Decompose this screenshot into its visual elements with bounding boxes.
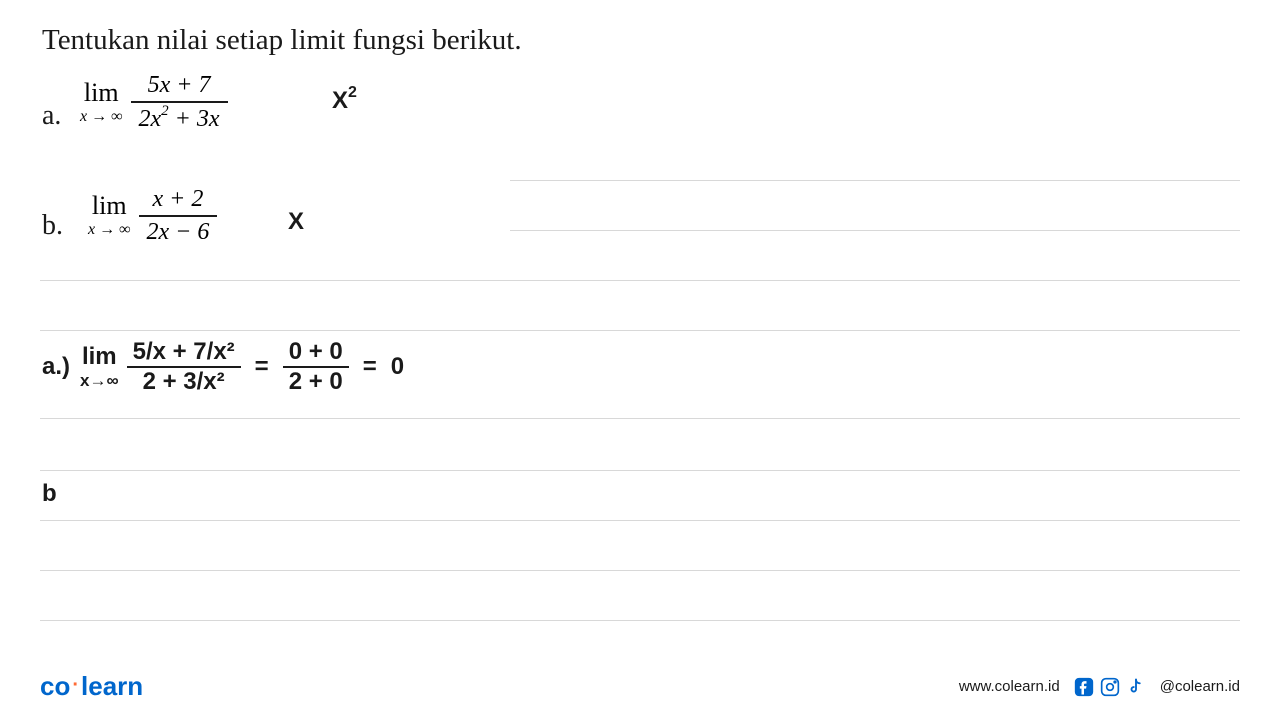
lim-text-a: lim <box>84 80 119 106</box>
logo-dot: · <box>72 674 79 696</box>
limit-a: lim x → ∞ <box>80 80 123 126</box>
logo-learn: learn <box>81 671 143 701</box>
social-icons <box>1074 677 1146 697</box>
facebook-icon <box>1074 677 1094 697</box>
tiktok-icon <box>1126 677 1146 697</box>
work-a-label: a.) <box>42 353 70 381</box>
ruled-line <box>40 418 1240 419</box>
ruled-line <box>40 470 1240 471</box>
work-mid-numer: 0 + 0 <box>283 338 349 366</box>
problem-b-label: b. <box>42 210 63 242</box>
problem-a-math: lim x → ∞ 5x + 7 2x2 + 3x <box>80 72 228 133</box>
ruled-line <box>510 230 1240 231</box>
fraction-a: 5x + 7 2x2 + 3x <box>131 72 228 133</box>
ruled-line <box>40 280 1240 281</box>
frac-line-a <box>131 101 228 103</box>
fraction-b: x + 2 2x − 6 <box>139 186 218 246</box>
eq1: = <box>255 353 269 381</box>
lim-sub-a: x → ∞ <box>80 108 123 126</box>
ruled-line <box>40 520 1240 521</box>
footer: co·learn www.colearn.id @colearn.id <box>0 671 1280 702</box>
work-result: 0 <box>391 353 404 381</box>
footer-right: www.colearn.id @colearn.id <box>959 677 1240 697</box>
footer-handle: @colearn.id <box>1160 678 1240 695</box>
ruled-line <box>40 330 1240 331</box>
frac-line-b <box>139 215 218 217</box>
work-lim-sub: x→∞ <box>80 371 119 391</box>
numerator-b: x + 2 <box>145 186 212 213</box>
work-left-fraction: 5/x + 7/x² 2 + 3/x² <box>127 338 241 396</box>
limit-b: lim x → ∞ <box>88 193 131 239</box>
work-lim: lim <box>82 343 117 371</box>
work-mid-fraction: 0 + 0 2 + 0 <box>283 338 349 396</box>
work-a: a.) lim x→∞ 5/x + 7/x² 2 + 3/x² = 0 + 0 … <box>42 338 404 396</box>
footer-url: www.colearn.id <box>959 678 1060 695</box>
work-mid-denom: 2 + 0 <box>283 368 349 396</box>
lim-sub-b: x → ∞ <box>88 221 131 239</box>
eq2: = <box>363 353 377 381</box>
work-left-denom: 2 + 3/x² <box>137 368 231 396</box>
ruled-line <box>40 620 1240 621</box>
problem-a-label: a. <box>42 100 61 132</box>
numerator-a: 5x + 7 <box>140 72 219 99</box>
logo: co·learn <box>40 671 143 702</box>
page-title: Tentukan nilai setiap limit fungsi berik… <box>42 24 522 57</box>
ruled-line <box>510 180 1240 181</box>
work-left-numer: 5/x + 7/x² <box>127 338 241 366</box>
denominator-a: 2x2 + 3x <box>131 105 228 133</box>
work-b-marker: b <box>42 480 57 508</box>
instagram-icon <box>1100 677 1120 697</box>
annotation-a: X2 <box>332 86 357 115</box>
ruled-line <box>40 570 1240 571</box>
annotation-b: X <box>288 208 304 236</box>
lim-text-b: lim <box>92 193 127 219</box>
problem-b-math: lim x → ∞ x + 2 2x − 6 <box>88 186 217 246</box>
logo-co: co <box>40 671 70 701</box>
denominator-b: 2x − 6 <box>139 219 218 246</box>
